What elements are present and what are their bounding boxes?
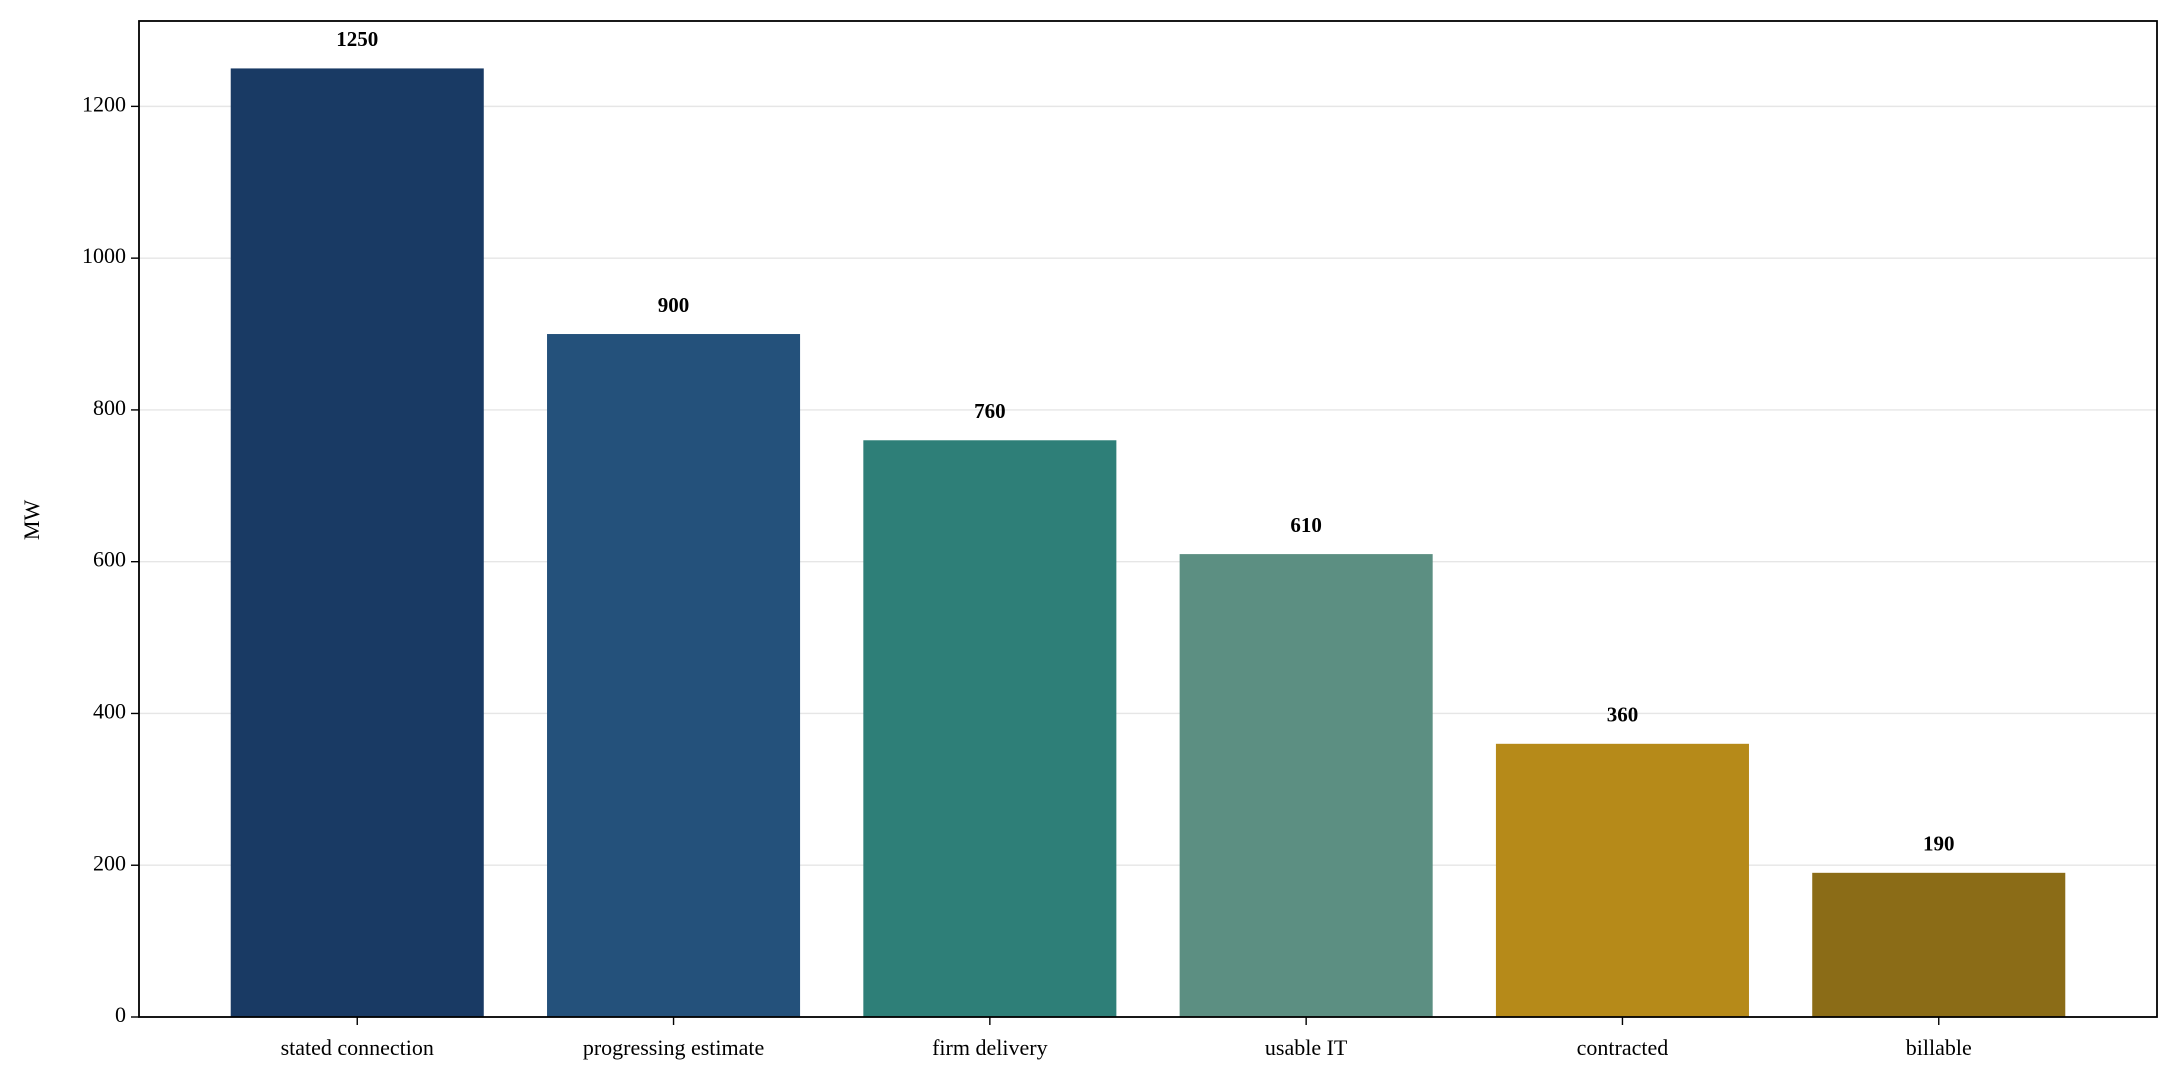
x-tick-label: billable: [1906, 1035, 1972, 1060]
value-label: 1250: [336, 27, 378, 51]
value-label: 360: [1607, 703, 1639, 727]
y-tick-label: 400: [93, 699, 126, 724]
x-tick-label: firm delivery: [932, 1035, 1047, 1060]
x-tick-label: contracted: [1577, 1035, 1669, 1060]
plot-frame: [138, 20, 2158, 1018]
y-tick-label: 1000: [82, 243, 126, 268]
x-tick-label: progressing estimate: [583, 1035, 764, 1060]
y-tick-label: 800: [93, 395, 126, 420]
bar: [1812, 872, 2066, 1017]
bar: [230, 68, 484, 1017]
bar: [1179, 554, 1433, 1017]
value-label: 610: [1290, 513, 1322, 537]
x-tick-label: stated connection: [281, 1035, 434, 1060]
x-tick-label: usable IT: [1265, 1035, 1348, 1060]
value-label: 900: [658, 293, 690, 317]
bar: [863, 440, 1117, 1018]
y-tick-label: 600: [93, 547, 126, 572]
y-tick-label: 0: [115, 1002, 126, 1027]
y-axis-label: MW: [19, 500, 44, 541]
bar: [547, 334, 801, 1017]
value-label: 760: [974, 399, 1006, 423]
y-tick-label: 1200: [82, 91, 126, 116]
value-label: 190: [1923, 832, 1955, 856]
bar: [1495, 743, 1749, 1017]
y-tick-label: 200: [93, 850, 126, 875]
